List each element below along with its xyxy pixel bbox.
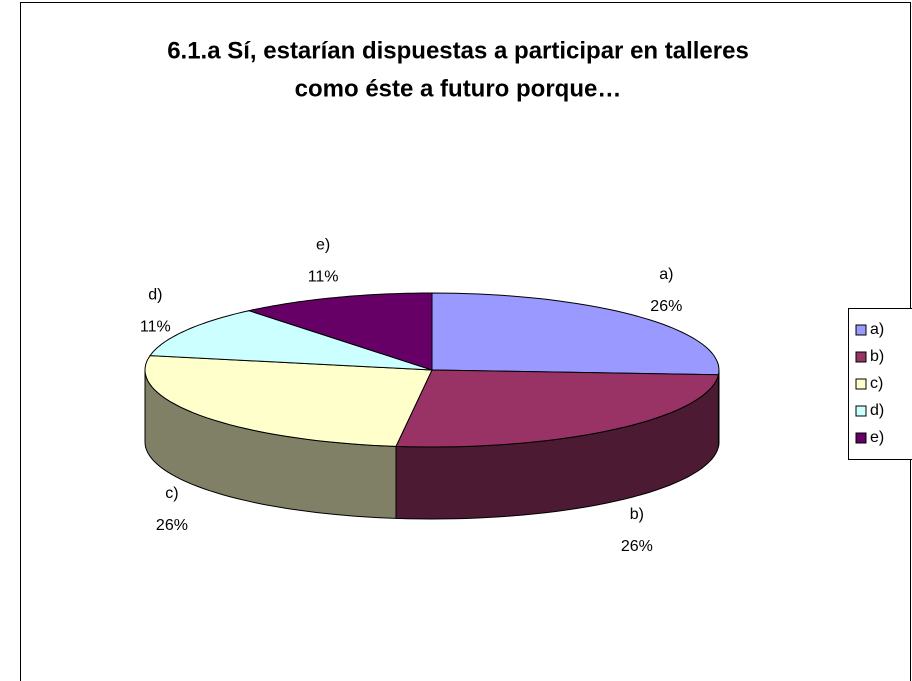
data-label-value: 11%	[308, 269, 339, 286]
legend-swatch	[855, 405, 867, 417]
data-label-value: 11%	[140, 318, 171, 335]
data-label-value: 26%	[621, 538, 653, 555]
data-label-value: 26%	[156, 517, 188, 534]
legend-swatch	[855, 432, 867, 444]
data-label-name: a)	[659, 266, 673, 283]
pie-slice	[247, 292, 433, 371]
legend-label: e)	[870, 429, 884, 446]
data-label-name: d)	[148, 286, 162, 303]
data-label-name: b)	[630, 506, 644, 523]
chart-title: 6.1.a Sí, estarían dispuestas a particip…	[167, 37, 749, 64]
chart-title: como éste a futuro porque…	[295, 75, 622, 102]
legend-label: d)	[870, 402, 884, 419]
data-label-value: 26%	[650, 298, 682, 315]
legend-label: c)	[870, 375, 883, 392]
pie-slice	[431, 292, 720, 376]
pie-slice	[144, 355, 433, 447]
data-label-name: e)	[316, 237, 330, 254]
legend-label: a)	[870, 321, 884, 338]
pie-slice	[149, 310, 433, 371]
legend-label: b)	[870, 348, 884, 365]
legend-swatch	[855, 324, 867, 336]
pie-slice	[395, 369, 720, 448]
data-label-name: c)	[165, 485, 178, 502]
legend-swatch	[855, 378, 867, 390]
legend-swatch	[855, 351, 867, 363]
